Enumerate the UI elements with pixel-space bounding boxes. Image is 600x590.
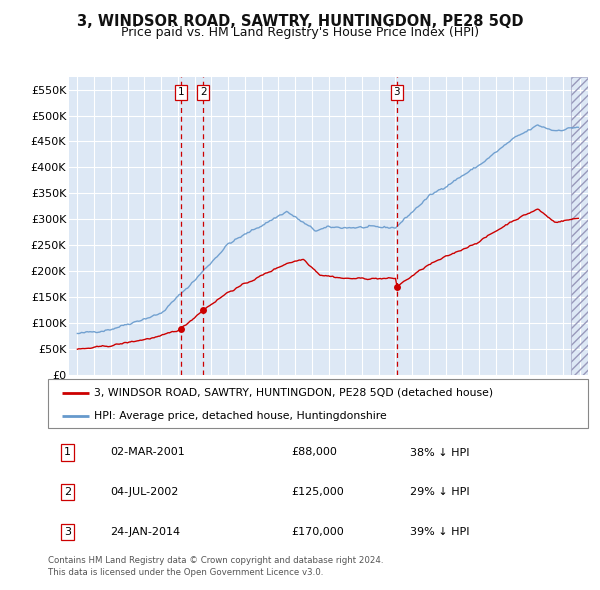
Text: 2: 2 bbox=[64, 487, 71, 497]
Text: 38% ↓ HPI: 38% ↓ HPI bbox=[410, 447, 469, 457]
Text: Price paid vs. HM Land Registry's House Price Index (HPI): Price paid vs. HM Land Registry's House … bbox=[121, 26, 479, 39]
Text: 3, WINDSOR ROAD, SAWTRY, HUNTINGDON, PE28 5QD (detached house): 3, WINDSOR ROAD, SAWTRY, HUNTINGDON, PE2… bbox=[94, 388, 493, 398]
FancyBboxPatch shape bbox=[48, 379, 588, 428]
Text: 1: 1 bbox=[64, 447, 71, 457]
Text: 24-JAN-2014: 24-JAN-2014 bbox=[110, 527, 180, 537]
Text: £170,000: £170,000 bbox=[291, 527, 344, 537]
Text: Contains HM Land Registry data © Crown copyright and database right 2024.
This d: Contains HM Land Registry data © Crown c… bbox=[48, 556, 383, 577]
Text: 29% ↓ HPI: 29% ↓ HPI bbox=[410, 487, 469, 497]
Text: 39% ↓ HPI: 39% ↓ HPI bbox=[410, 527, 469, 537]
Text: 1: 1 bbox=[178, 87, 184, 97]
Text: 02-MAR-2001: 02-MAR-2001 bbox=[110, 447, 185, 457]
Text: 3: 3 bbox=[64, 527, 71, 537]
Text: 04-JUL-2002: 04-JUL-2002 bbox=[110, 487, 178, 497]
Text: 3: 3 bbox=[394, 87, 400, 97]
Text: 3, WINDSOR ROAD, SAWTRY, HUNTINGDON, PE28 5QD: 3, WINDSOR ROAD, SAWTRY, HUNTINGDON, PE2… bbox=[77, 14, 523, 28]
Text: HPI: Average price, detached house, Huntingdonshire: HPI: Average price, detached house, Hunt… bbox=[94, 411, 386, 421]
Text: £125,000: £125,000 bbox=[291, 487, 344, 497]
Text: £88,000: £88,000 bbox=[291, 447, 337, 457]
Text: 2: 2 bbox=[200, 87, 206, 97]
